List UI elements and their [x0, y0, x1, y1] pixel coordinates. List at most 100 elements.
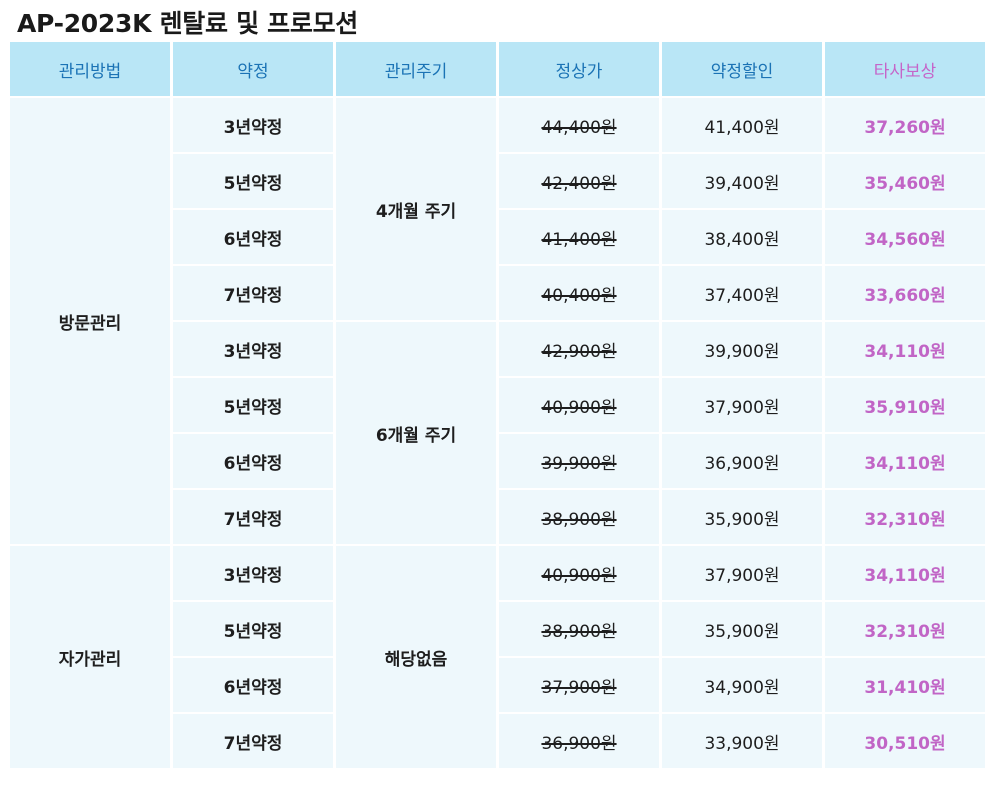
contract-term-cell: 7년약정 — [223, 733, 283, 754]
page-title: AP-2023K 렌탈료 및 프로모션 — [17, 9, 358, 38]
discount-price-cell: 37,400원 — [704, 285, 780, 306]
management-cycle-cell: 해당없음 — [336, 546, 496, 768]
management-method-cell: 방문관리 — [10, 98, 170, 544]
original-price-cell: 38,900원 — [541, 509, 617, 530]
table-row-cell: 39,400원 — [662, 154, 822, 208]
contract-term-cell: 7년약정 — [223, 509, 283, 530]
contract-term-cell: 5년약정 — [223, 621, 283, 642]
table-row-cell: 39,900원 — [662, 322, 822, 376]
table-row-cell: 35,900원 — [662, 490, 822, 544]
table-row-cell: 30,510원 — [825, 714, 985, 768]
table-row-cell: 33,660원 — [825, 266, 985, 320]
compensation-price-cell: 34,110원 — [864, 565, 946, 586]
table-row-cell: 34,110원 — [825, 434, 985, 488]
compensation-price-cell: 32,310원 — [864, 509, 946, 530]
contract-term-cell: 3년약정 — [223, 565, 283, 586]
compensation-price-cell: 34,110원 — [864, 453, 946, 474]
compensation-price-cell: 34,560원 — [864, 229, 946, 250]
table-row-cell: 38,900원 — [499, 490, 659, 544]
discount-price-cell: 33,900원 — [704, 733, 780, 754]
header-contract: 약정 — [173, 42, 333, 96]
contract-term-cell: 5년약정 — [223, 173, 283, 194]
management-method-cell: 자가관리 — [10, 546, 170, 768]
table-row-cell: 34,900원 — [662, 658, 822, 712]
contract-term-cell: 6년약정 — [223, 229, 283, 250]
table-row-cell: 37,900원 — [499, 658, 659, 712]
table-row-cell: 5년약정 — [173, 602, 333, 656]
table-row-cell: 3년약정 — [173, 322, 333, 376]
discount-price-cell: 35,900원 — [704, 509, 780, 530]
table-row-cell: 7년약정 — [173, 490, 333, 544]
table-row-cell: 5년약정 — [173, 154, 333, 208]
compensation-price-cell: 37,260원 — [864, 117, 946, 138]
header-original-price: 정상가 — [499, 42, 659, 96]
header-competitor-compensation: 타사보상 — [825, 42, 985, 96]
contract-term-cell: 7년약정 — [223, 285, 283, 306]
original-price-cell: 40,900원 — [541, 565, 617, 586]
table-row-cell: 6년약정 — [173, 210, 333, 264]
compensation-price-cell: 30,510원 — [864, 733, 946, 754]
table-row-cell: 37,900원 — [662, 546, 822, 600]
table-row-cell: 34,110원 — [825, 322, 985, 376]
discount-price-cell: 36,900원 — [704, 453, 780, 474]
management-cycle-cell: 4개월 주기 — [336, 98, 496, 320]
original-price-cell: 44,400원 — [541, 117, 617, 138]
table-row-cell: 37,400원 — [662, 266, 822, 320]
original-price-cell: 40,900원 — [541, 397, 617, 418]
original-price-cell: 40,400원 — [541, 285, 617, 306]
table-row-cell: 42,400원 — [499, 154, 659, 208]
table-row-cell: 40,900원 — [499, 546, 659, 600]
table-row-cell: 41,400원 — [662, 98, 822, 152]
contract-term-cell: 6년약정 — [223, 453, 283, 474]
table-row-cell: 40,400원 — [499, 266, 659, 320]
table-row-cell: 3년약정 — [173, 98, 333, 152]
table-row-cell: 39,900원 — [499, 434, 659, 488]
compensation-price-cell: 31,410원 — [864, 677, 946, 698]
compensation-price-cell: 34,110원 — [864, 341, 946, 362]
table-row-cell: 35,460원 — [825, 154, 985, 208]
header-method: 관리방법 — [10, 42, 170, 96]
discount-price-cell: 35,900원 — [704, 621, 780, 642]
original-price-cell: 42,900원 — [541, 341, 617, 362]
table-row-cell: 38,400원 — [662, 210, 822, 264]
table-row-cell: 32,310원 — [825, 490, 985, 544]
discount-price-cell: 39,400원 — [704, 173, 780, 194]
table-row-cell: 31,410원 — [825, 658, 985, 712]
table-row-cell: 32,310원 — [825, 602, 985, 656]
table-row-cell: 5년약정 — [173, 378, 333, 432]
management-cycle-cell: 6개월 주기 — [336, 322, 496, 544]
contract-term-cell: 3년약정 — [223, 341, 283, 362]
discount-price-cell: 41,400원 — [704, 117, 780, 138]
compensation-price-cell: 32,310원 — [864, 621, 946, 642]
table-row-cell: 37,900원 — [662, 378, 822, 432]
table-row-cell: 38,900원 — [499, 602, 659, 656]
discount-price-cell: 37,900원 — [704, 565, 780, 586]
table-row-cell: 36,900원 — [662, 434, 822, 488]
table-row-cell: 6년약정 — [173, 434, 333, 488]
compensation-price-cell: 33,660원 — [864, 285, 946, 306]
table-row-cell: 37,260원 — [825, 98, 985, 152]
table-row-cell: 40,900원 — [499, 378, 659, 432]
original-price-cell: 36,900원 — [541, 733, 617, 754]
original-price-cell: 38,900원 — [541, 621, 617, 642]
table-row-cell: 7년약정 — [173, 714, 333, 768]
compensation-price-cell: 35,910원 — [864, 397, 946, 418]
discount-price-cell: 39,900원 — [704, 341, 780, 362]
header-contract-discount: 약정할인 — [662, 42, 822, 96]
contract-term-cell: 6년약정 — [223, 677, 283, 698]
table-row-cell: 41,400원 — [499, 210, 659, 264]
table-row-cell: 7년약정 — [173, 266, 333, 320]
contract-term-cell: 3년약정 — [223, 117, 283, 138]
table-row-cell: 35,910원 — [825, 378, 985, 432]
original-price-cell: 39,900원 — [541, 453, 617, 474]
original-price-cell: 42,400원 — [541, 173, 617, 194]
header-cycle: 관리주기 — [336, 42, 496, 96]
original-price-cell: 41,400원 — [541, 229, 617, 250]
table-row-cell: 36,900원 — [499, 714, 659, 768]
table-row-cell: 6년약정 — [173, 658, 333, 712]
table-row-cell: 35,900원 — [662, 602, 822, 656]
discount-price-cell: 38,400원 — [704, 229, 780, 250]
contract-term-cell: 5년약정 — [223, 397, 283, 418]
compensation-price-cell: 35,460원 — [864, 173, 946, 194]
pricing-table: 관리방법 약정 관리주기 정상가 약정할인 타사보상 방문관리 4개월 주기 3년약… — [10, 42, 988, 768]
